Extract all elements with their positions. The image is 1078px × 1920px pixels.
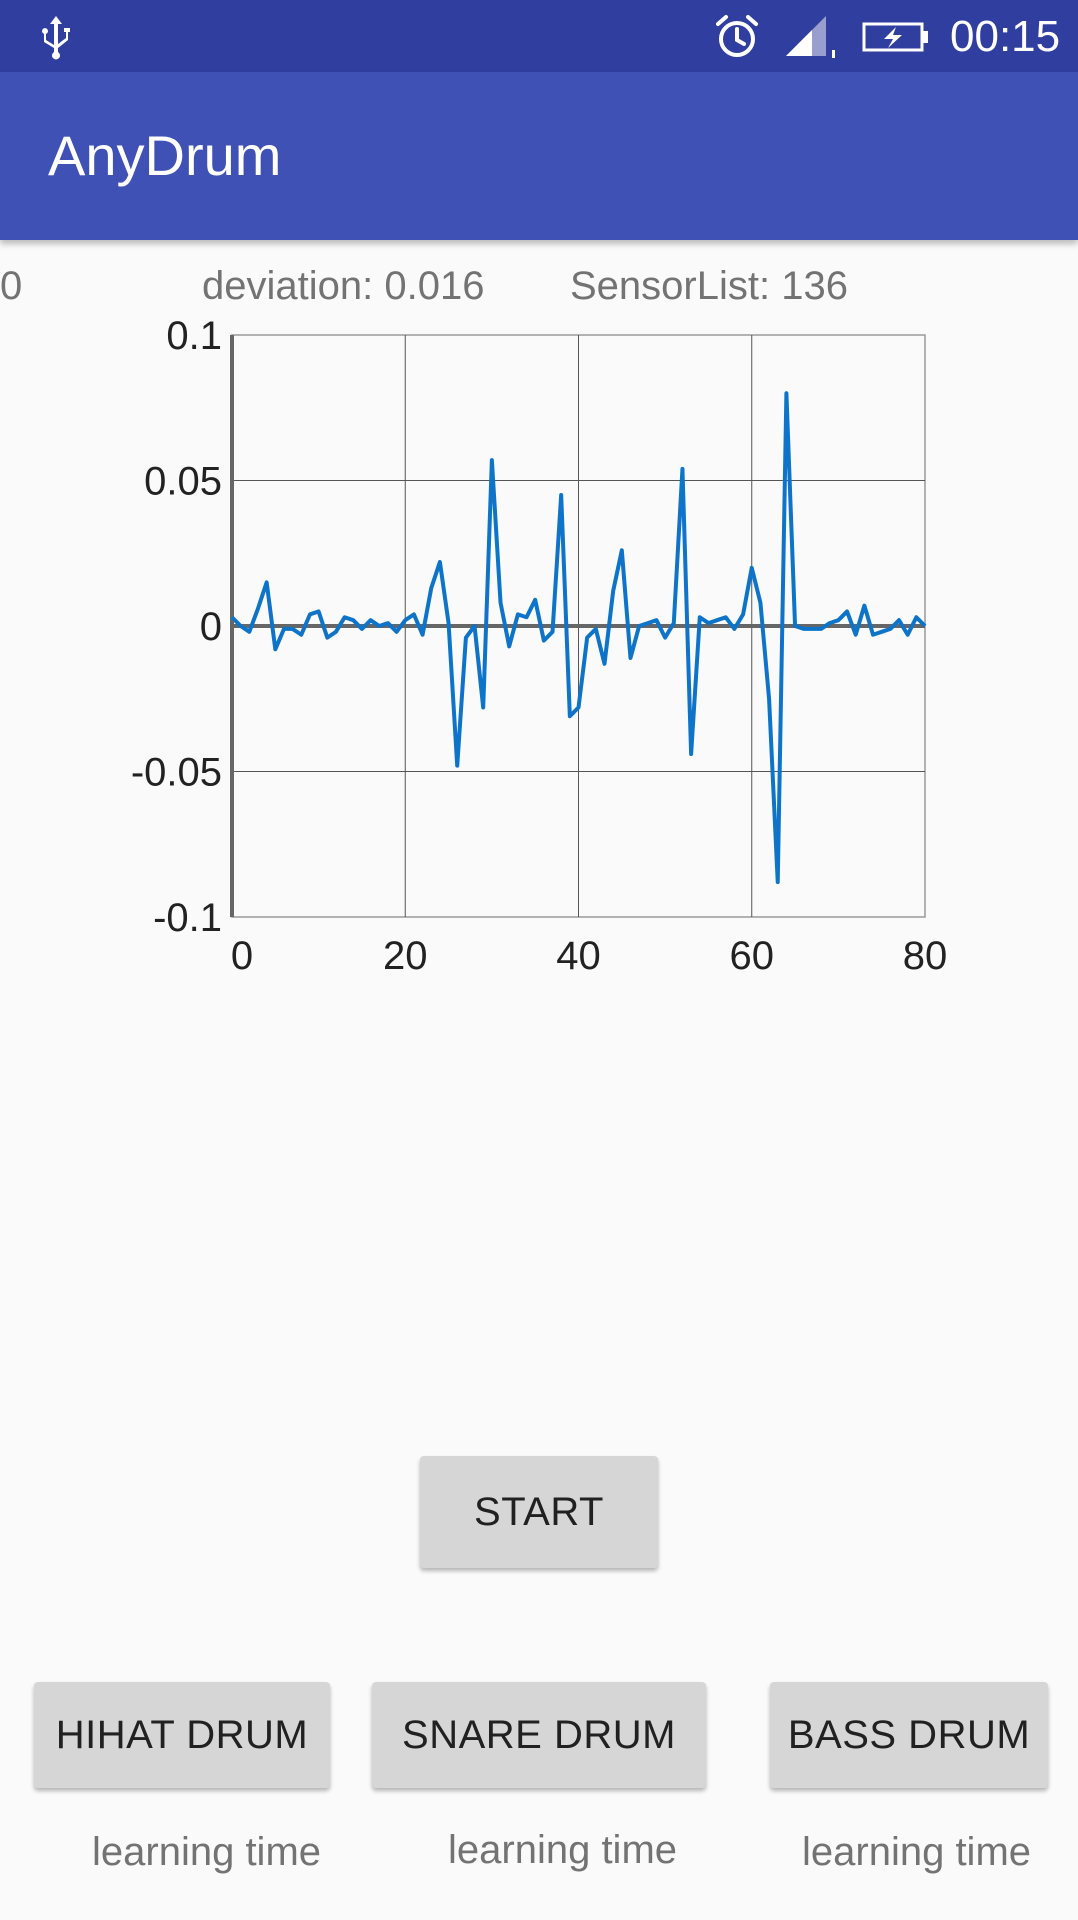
bass-drum-button[interactable]: BASS DRUM — [770, 1682, 1048, 1788]
snare-drum-button[interactable]: SNARE DRUM — [372, 1682, 706, 1788]
status-bar: 00:15 — [0, 0, 1078, 72]
y-tick-label: 0 — [200, 605, 222, 649]
y-tick-label: -0.05 — [131, 751, 222, 795]
alarm-icon — [716, 15, 758, 57]
x-tick-label: 60 — [730, 934, 775, 978]
app-bar: AnyDrum — [0, 72, 1078, 240]
series-line — [230, 391, 927, 885]
x-tick-label: 40 — [556, 934, 601, 978]
y-tick-label: 0.05 — [144, 460, 222, 504]
deviation-label: deviation: 0.016 — [202, 264, 485, 308]
snare-learning-time: learning time — [448, 1828, 678, 1872]
y-tick-label: 0.1 — [166, 314, 222, 358]
hihat-drum-button[interactable]: HIHAT DRUM — [34, 1682, 330, 1788]
left-value: 0 — [0, 264, 23, 308]
start-button[interactable]: START — [420, 1456, 658, 1568]
usb-icon — [42, 16, 70, 60]
x-tick-label: 20 — [383, 934, 428, 978]
hihat-learning-time: learning time — [92, 1830, 322, 1874]
signal-icon — [786, 16, 835, 58]
sensor-list-label: SensorList: 136 — [570, 264, 848, 308]
sensor-graph: 0 20 40 60 80 0.1 0.05 0 -0.05 -0.1 — [131, 314, 948, 978]
status-time: 00:15 — [950, 12, 1061, 61]
x-tick-label: 0 — [231, 934, 253, 978]
y-tick-label: -0.1 — [153, 896, 222, 940]
battery-charging-icon — [862, 22, 928, 52]
app-title: AnyDrum — [48, 124, 282, 187]
x-tick-label: 80 — [903, 934, 948, 978]
bass-learning-time: learning time — [802, 1830, 1032, 1874]
